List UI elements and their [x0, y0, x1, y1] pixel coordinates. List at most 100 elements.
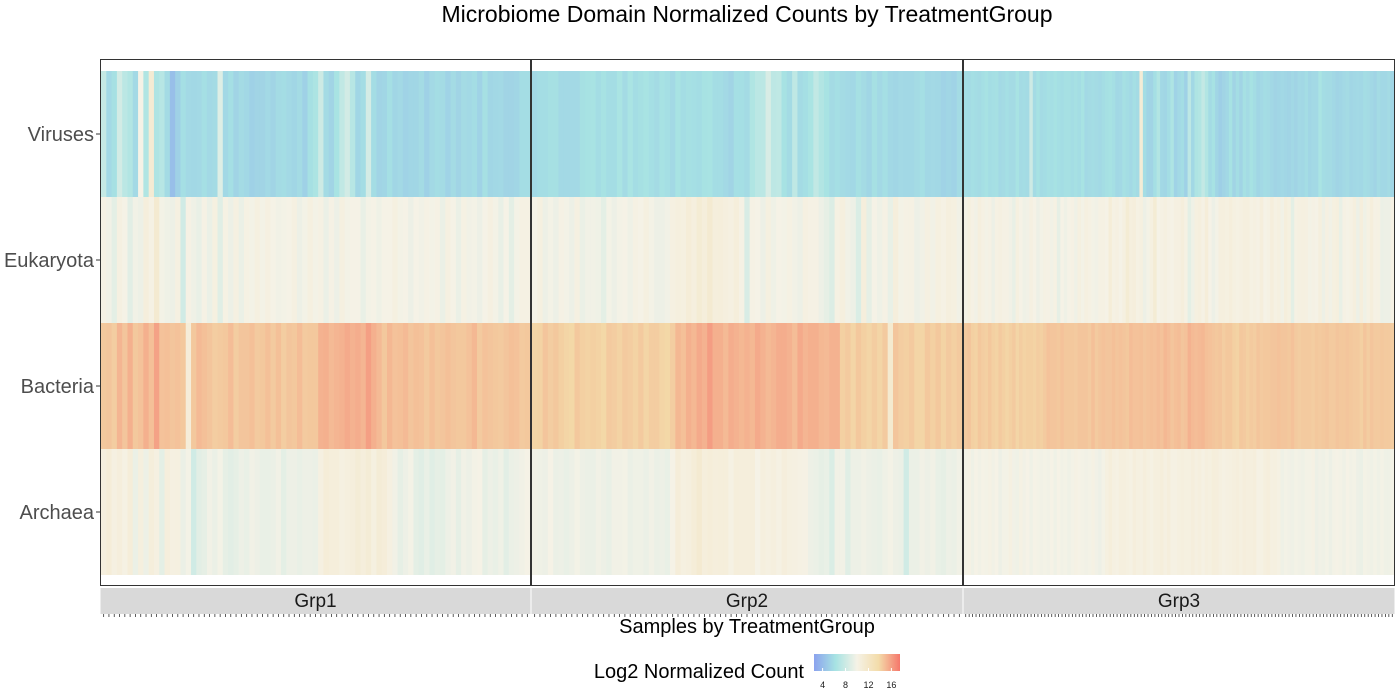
- heat-cell: [1287, 449, 1292, 575]
- heat-cell: [1163, 71, 1168, 197]
- heat-cell: [1215, 449, 1220, 575]
- heat-cell: [1211, 71, 1216, 197]
- heat-cell: [281, 449, 287, 575]
- heat-cell: [281, 71, 287, 197]
- heat-cell: [482, 197, 489, 323]
- heat-cell: [680, 449, 687, 575]
- heat-cell: [323, 323, 330, 449]
- heat-cell: [712, 449, 719, 575]
- heat-cell: [970, 449, 975, 575]
- heat-cell: [143, 71, 150, 197]
- heat-cell: [185, 71, 192, 197]
- heat-cell: [537, 71, 544, 197]
- heat-cell: [850, 71, 857, 197]
- heat-cell: [974, 449, 979, 575]
- heat-cell: [1043, 323, 1048, 449]
- heat-cell: [696, 197, 703, 323]
- heat-cell: [1252, 323, 1257, 449]
- heat-cell: [116, 71, 123, 197]
- heat-cell: [707, 197, 714, 323]
- heat-cell: [606, 449, 613, 575]
- heat-cell: [169, 71, 176, 197]
- heat-cell: [754, 197, 761, 323]
- heat-cell: [930, 71, 937, 197]
- heat-cell: [296, 197, 303, 323]
- heat-cell: [392, 323, 399, 449]
- heat-cell: [984, 323, 989, 449]
- heat-cell: [138, 71, 144, 197]
- heat-cell: [334, 323, 340, 449]
- heat-cell: [392, 71, 399, 197]
- heat-cell: [855, 323, 862, 449]
- heat-cell: [1043, 197, 1048, 323]
- heat-cell: [670, 197, 676, 323]
- heat-cell: [1321, 197, 1326, 323]
- heat-cell: [1177, 449, 1182, 575]
- heat-cell: [1218, 323, 1223, 449]
- heat-cell: [371, 449, 378, 575]
- heat-cell: [861, 449, 868, 575]
- y-label-eukaryota: Eukaryota: [4, 250, 95, 272]
- heat-cell: [1153, 197, 1158, 323]
- heat-cell: [1235, 449, 1240, 575]
- heat-cell: [648, 323, 655, 449]
- heat-cell: [1053, 71, 1058, 197]
- heat-cell: [723, 197, 730, 323]
- heat-cell: [1108, 449, 1113, 575]
- heat-cell: [1208, 71, 1213, 197]
- heat-cell: [1383, 323, 1388, 449]
- heat-cell: [558, 71, 565, 197]
- heat-cell: [1338, 449, 1343, 575]
- heat-cell: [249, 323, 256, 449]
- heat-cell: [180, 323, 187, 449]
- heat-cell: [1314, 449, 1319, 575]
- heat-cell: [360, 197, 367, 323]
- heat-cell: [1142, 449, 1147, 575]
- heat-cell: [1263, 323, 1268, 449]
- heat-cell: [802, 449, 809, 575]
- heat-cell: [153, 71, 160, 197]
- heat-cell: [898, 323, 905, 449]
- heat-cell: [508, 323, 515, 449]
- heat-cell: [1063, 449, 1068, 575]
- heat-cell: [1232, 197, 1237, 323]
- heat-cell: [1297, 449, 1302, 575]
- heat-cell: [1098, 323, 1103, 449]
- heat-cell: [1363, 197, 1368, 323]
- heat-cell: [956, 197, 963, 323]
- heat-cell: [1215, 71, 1220, 197]
- heat-cell: [402, 323, 409, 449]
- y-label-bacteria: Bacteria: [21, 376, 95, 398]
- heat-cell: [1077, 323, 1082, 449]
- heat-cell: [717, 449, 724, 575]
- heat-cell: [1050, 197, 1055, 323]
- heat-cell: [1222, 71, 1227, 197]
- heat-cell: [808, 71, 814, 197]
- heat-cell: [1249, 449, 1254, 575]
- heat-cell: [1301, 449, 1306, 575]
- heat-cell: [455, 197, 462, 323]
- heat-cell: [1194, 197, 1199, 323]
- heat-cell: [924, 449, 931, 575]
- heat-cell: [553, 323, 560, 449]
- heat-cell: [445, 197, 452, 323]
- heat-cell: [169, 323, 176, 449]
- heat-cell: [408, 449, 415, 575]
- heat-cell: [302, 197, 309, 323]
- heat-cell: [1191, 197, 1196, 323]
- heat-cell: [312, 323, 319, 449]
- heat-cell: [206, 449, 213, 575]
- heat-cell: [1032, 197, 1037, 323]
- heat-cell: [964, 197, 969, 323]
- heat-cell: [1050, 323, 1055, 449]
- heat-cell: [498, 197, 505, 323]
- heat-cell: [670, 449, 676, 575]
- heat-cell: [397, 323, 404, 449]
- heat-cell: [1070, 71, 1075, 197]
- heat-cell: [1338, 323, 1343, 449]
- heat-cell: [217, 71, 224, 197]
- heat-cell: [1122, 449, 1127, 575]
- heat-cell: [1345, 197, 1350, 323]
- heat-cell: [514, 71, 521, 197]
- heat-cell: [1297, 71, 1302, 197]
